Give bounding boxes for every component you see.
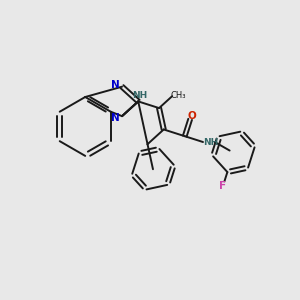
Text: NH: NH	[132, 91, 147, 100]
Text: NH: NH	[203, 137, 218, 146]
Text: O: O	[188, 111, 196, 121]
Text: N: N	[111, 112, 120, 123]
Text: CH₃: CH₃	[170, 91, 186, 100]
Text: N: N	[111, 80, 120, 90]
Text: F: F	[219, 181, 226, 190]
